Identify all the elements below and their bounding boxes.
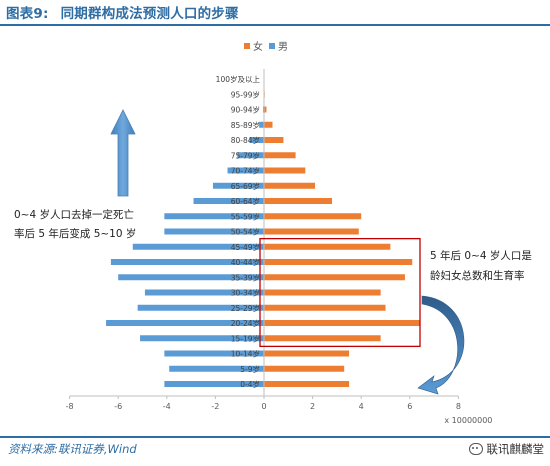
category-label-5: 25-29岁 xyxy=(231,303,260,313)
bar-female-8 xyxy=(264,259,413,265)
x-tick-label-0: -8 xyxy=(66,402,74,411)
category-label-20: 100岁及以上 xyxy=(216,74,261,84)
bar-female-0 xyxy=(264,381,350,387)
category-label-9: 45-49岁 xyxy=(231,242,260,252)
x-axis-unit-label: x 10000000 xyxy=(444,416,492,425)
legend: 女 男 xyxy=(244,40,288,53)
bar-male-15 xyxy=(237,152,264,159)
x-tick-label-6: 4 xyxy=(359,402,364,411)
bar-male-5 xyxy=(137,304,264,311)
bar-male-8 xyxy=(110,259,264,265)
category-label-16: 80-84岁 xyxy=(231,135,260,145)
source-note: 资料来源:联讯证券,Wind xyxy=(8,442,137,456)
legend-swatch-female xyxy=(244,43,250,49)
right-annotation-line2: 龄妇女总数和生育率 xyxy=(430,269,525,282)
bar-male-12 xyxy=(193,198,264,204)
x-tick-label-5: 2 xyxy=(310,402,315,411)
bar-female-7 xyxy=(264,274,405,281)
bar-female-17 xyxy=(264,121,273,128)
bar-female-12 xyxy=(264,198,333,204)
legend-label-male: 男 xyxy=(278,41,288,53)
bar-male-7 xyxy=(118,274,264,281)
x-tick-label-7: 6 xyxy=(407,402,412,411)
category-label-11: 55-59岁 xyxy=(231,211,260,221)
category-label-6: 30-34岁 xyxy=(231,288,260,298)
bar-female-4 xyxy=(264,320,420,326)
up-arrow-icon xyxy=(110,109,136,197)
category-label-12: 60-64岁 xyxy=(231,196,260,206)
highlight-box xyxy=(259,237,421,348)
x-tick-label-4: 0 xyxy=(261,402,266,411)
figure-title: 图表9: 同期群构成法预测人口的步骤 xyxy=(6,2,239,22)
x-tick-label-2: -4 xyxy=(163,402,171,411)
category-label-15: 75-79岁 xyxy=(231,150,260,160)
bar-male-17 xyxy=(259,121,264,128)
category-label-4: 20-24岁 xyxy=(231,318,260,328)
right-annotation-line1: 5 年后 0~4 岁人口是 xyxy=(430,249,532,262)
figure-number: 图表9: xyxy=(6,6,49,22)
bar-female-9 xyxy=(264,243,391,250)
category-label-7: 35-39岁 xyxy=(231,272,260,282)
x-tick-label-3: -2 xyxy=(211,402,219,411)
bars-female xyxy=(264,76,420,387)
bar-female-5 xyxy=(264,304,386,311)
bar-female-11 xyxy=(264,213,362,220)
bar-female-1 xyxy=(264,365,345,372)
category-label-1: 5-9岁 xyxy=(240,364,260,374)
category-label-18: 90-94岁 xyxy=(231,105,260,115)
watermark-text: 联讯麒麟堂 xyxy=(486,442,545,456)
bar-male-10 xyxy=(164,228,264,235)
population-pyramid-chart: 女 男 0-4岁 5-9岁 10-14岁 15-19岁 20-24岁 25-29岁 30-3… xyxy=(14,40,532,425)
category-label-8: 40-44岁 xyxy=(231,257,260,267)
bar-male-1 xyxy=(169,365,264,372)
bar-male-2 xyxy=(164,350,264,357)
category-label-13: 65-69岁 xyxy=(231,181,260,191)
bar-male-9 xyxy=(132,243,264,250)
x-axis-ticks: -8 -6 -4 -2 0 2 4 6 8 xyxy=(66,396,461,411)
category-label-10: 50-54岁 xyxy=(231,227,260,237)
bar-female-3 xyxy=(264,335,381,342)
bar-female-18 xyxy=(264,106,267,113)
x-tick-label-1: -6 xyxy=(114,402,122,411)
bar-male-11 xyxy=(164,213,264,220)
category-label-19: 95-99岁 xyxy=(231,89,260,99)
bar-male-3 xyxy=(140,335,264,342)
category-label-14: 70-74岁 xyxy=(231,166,260,176)
bar-female-6 xyxy=(264,289,381,296)
x-tick-label-8: 8 xyxy=(456,402,461,411)
curved-arrow-icon xyxy=(417,295,465,395)
bar-female-16 xyxy=(264,137,284,143)
wechat-icon xyxy=(468,443,483,455)
bar-male-13 xyxy=(212,182,264,189)
bar-male-6 xyxy=(144,289,264,296)
category-label-2: 10-14岁 xyxy=(231,349,260,359)
bar-female-10 xyxy=(264,228,359,235)
bar-female-15 xyxy=(264,152,296,159)
bar-male-14 xyxy=(227,167,264,174)
category-label-3: 15-19岁 xyxy=(231,333,260,343)
left-annotation-line1: 0~4 岁人口去掉一定死亡 xyxy=(14,208,134,221)
bar-female-14 xyxy=(264,167,306,174)
bar-male-0 xyxy=(164,381,264,387)
bar-female-2 xyxy=(264,350,350,357)
title-rule xyxy=(0,24,550,26)
watermark: 联讯麒麟堂 xyxy=(468,441,545,457)
bottom-rule xyxy=(0,436,550,438)
bar-female-13 xyxy=(264,182,316,189)
category-label-17: 85-89岁 xyxy=(231,120,260,130)
bars-male xyxy=(106,76,264,387)
category-label-0: 0-4岁 xyxy=(240,379,260,389)
legend-label-female: 女 xyxy=(253,40,263,53)
legend-swatch-male xyxy=(269,43,275,49)
category-labels: 0-4岁 5-9岁 10-14岁 15-19岁 20-24岁 25-29岁 30-34岁 35… xyxy=(216,74,261,389)
figure-title-text: 同期群构成法预测人口的步骤 xyxy=(60,6,239,22)
left-annotation-line2: 率后 5 年后变成 5~10 岁 xyxy=(14,227,136,240)
bar-male-4 xyxy=(106,320,264,326)
bar-male-16 xyxy=(249,137,264,143)
